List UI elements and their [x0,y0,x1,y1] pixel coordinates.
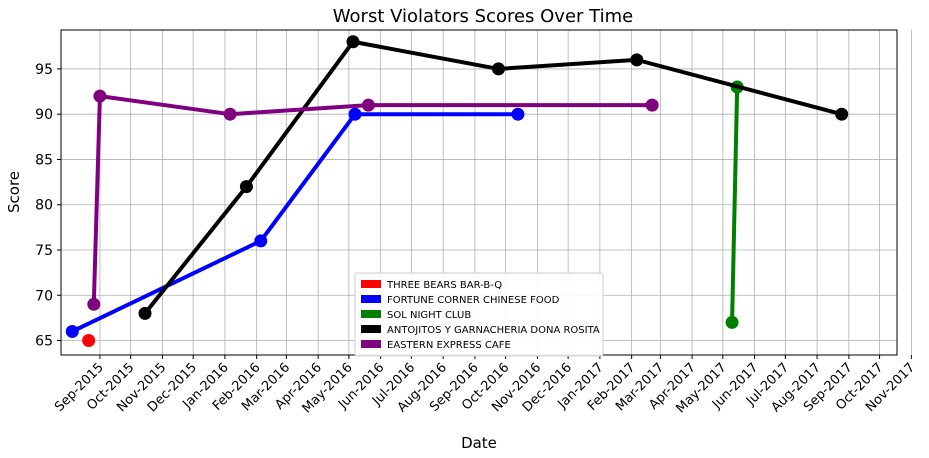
legend-label: FORTUNE CORNER CHINESE FOOD [387,295,560,306]
data-point [239,180,253,194]
y-tick-label: 70 [35,288,53,304]
legend-swatch [361,340,381,348]
y-tick-label: 75 [35,243,53,259]
legend-box [354,272,604,357]
series-line [730,86,740,323]
y-axis-label: Score [5,171,23,213]
legend-label: THREE BEARS BAR-B-Q [386,280,502,291]
data-point [835,107,849,121]
data-point [138,306,152,320]
series-0 [82,334,96,348]
legend-label: SOL NIGHT CLUB [387,310,471,321]
legend-swatch [361,280,381,288]
legend-swatch [361,310,381,318]
data-point [254,234,268,248]
y-tick-label: 65 [35,334,53,350]
chart-title: Worst Violators Scores Over Time [333,6,633,27]
series-line [143,39,843,315]
data-point [630,53,644,67]
data-point [348,107,362,121]
legend-label: ANTOJITOS Y GARNACHERIA DONA ROSITA [387,325,600,336]
y-tick-label: 85 [35,152,53,168]
plot-area [65,35,849,348]
x-axis: Sep-2015Oct-2015Nov-2015Dec-2015Jan-2016… [52,355,918,416]
y-axis: 65 70 75 80 85 90 95 [35,62,61,350]
y-tick-label: 90 [35,107,53,123]
series-3 [138,35,849,320]
data-point [725,315,739,329]
data-point [511,107,525,121]
legend-swatch [361,295,381,303]
data-point [645,98,659,112]
legend: THREE BEARS BAR-B-Q FORTUNE CORNER CHINES… [354,272,604,357]
legend-entry: SOL NIGHT CLUB [361,310,471,321]
legend-swatch [361,325,381,333]
data-point [65,324,79,338]
data-point [93,89,107,103]
data-point [223,107,237,121]
data-point [87,297,101,311]
series-4 [87,89,659,311]
y-tick-label: 95 [35,62,53,78]
x-axis-label: Date [461,434,497,452]
data-point [491,62,505,76]
y-tick-label: 80 [35,198,53,214]
legend-entry: ANTOJITOS Y GARNACHERIA DONA ROSITA [361,325,600,336]
legend-label: EASTERN EXPRESS CAFE [387,340,511,351]
data-point [82,334,96,348]
data-point [361,98,375,112]
legend-entry: FORTUNE CORNER CHINESE FOOD [361,295,560,306]
data-point [346,35,360,49]
legend-entry: THREE BEARS BAR-B-Q [361,280,502,291]
legend-entry: EASTERN EXPRESS CAFE [361,340,511,351]
